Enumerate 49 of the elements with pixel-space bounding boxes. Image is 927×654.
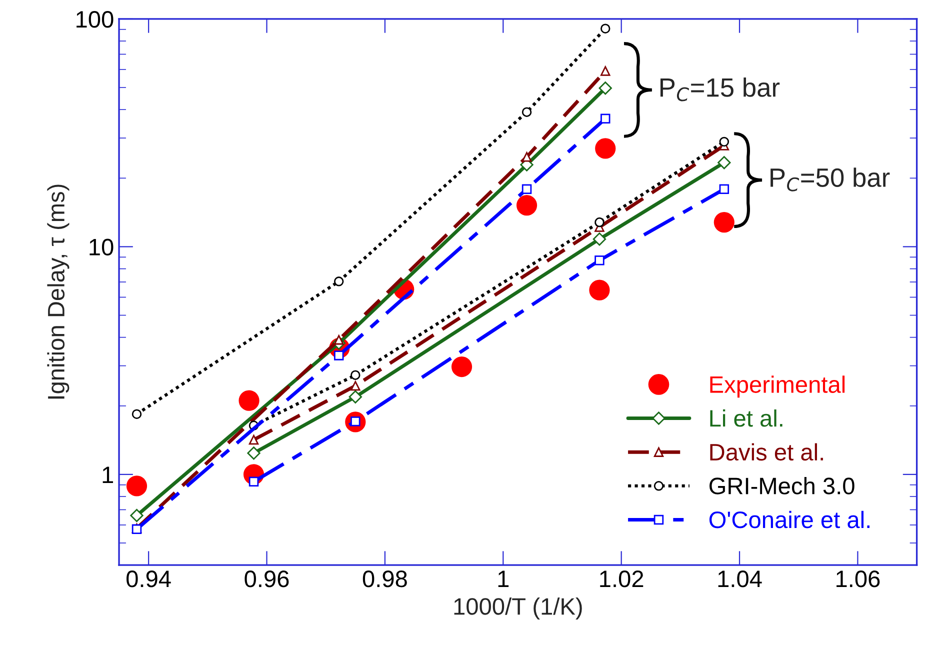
x-tick-label: 0.96 bbox=[244, 570, 289, 588]
x-tick-label: 1 bbox=[498, 570, 509, 588]
annotation: P$_{C}$=50 bar bbox=[770, 168, 890, 192]
point bbox=[334, 276, 344, 286]
point bbox=[130, 508, 144, 522]
point bbox=[126, 476, 148, 496]
point bbox=[248, 434, 259, 445]
legend-label: Experimental bbox=[710, 376, 845, 398]
point bbox=[592, 232, 606, 246]
legend-label: Davis et al. bbox=[710, 443, 823, 461]
point bbox=[595, 138, 616, 159]
point bbox=[522, 184, 532, 194]
point bbox=[247, 446, 260, 460]
point bbox=[248, 476, 259, 486]
legend-label: O'Conaire et al. bbox=[709, 510, 870, 528]
x-tick-label: 1.06 bbox=[836, 570, 880, 588]
y-tick-label: 1 bbox=[102, 466, 114, 483]
point bbox=[718, 156, 731, 170]
point bbox=[522, 107, 532, 117]
point bbox=[516, 194, 538, 216]
legend-label: GRI-Mech 3.0 bbox=[710, 477, 854, 494]
point bbox=[600, 66, 610, 76]
point bbox=[348, 390, 362, 404]
x-tick-label: 1.04 bbox=[718, 570, 762, 588]
point bbox=[522, 152, 532, 162]
point bbox=[600, 24, 610, 34]
point bbox=[594, 255, 604, 266]
y-tick-label: 10 bbox=[90, 238, 114, 256]
point bbox=[238, 390, 260, 411]
point bbox=[589, 280, 610, 300]
annotation: P$_{C}$=15 bar bbox=[660, 78, 780, 102]
point bbox=[451, 356, 472, 378]
x-tick-label: 0.94 bbox=[126, 570, 171, 588]
point bbox=[350, 380, 360, 391]
point bbox=[334, 350, 344, 360]
point bbox=[719, 184, 730, 194]
point bbox=[719, 136, 730, 147]
x-tick-label: 1.02 bbox=[600, 570, 644, 588]
y-axis-title: Ignition Delay, τ (ms) bbox=[47, 184, 70, 399]
point bbox=[594, 217, 604, 228]
point bbox=[600, 114, 610, 124]
point bbox=[132, 409, 142, 419]
x-axis-title: 1000/T (1/K) bbox=[454, 597, 582, 620]
legend-label: Li et al. bbox=[710, 409, 782, 427]
x-tick-label: 0.98 bbox=[362, 570, 407, 588]
y-tick-label: 100 bbox=[76, 11, 114, 28]
point bbox=[714, 212, 734, 233]
point bbox=[350, 370, 360, 380]
point bbox=[598, 82, 612, 95]
